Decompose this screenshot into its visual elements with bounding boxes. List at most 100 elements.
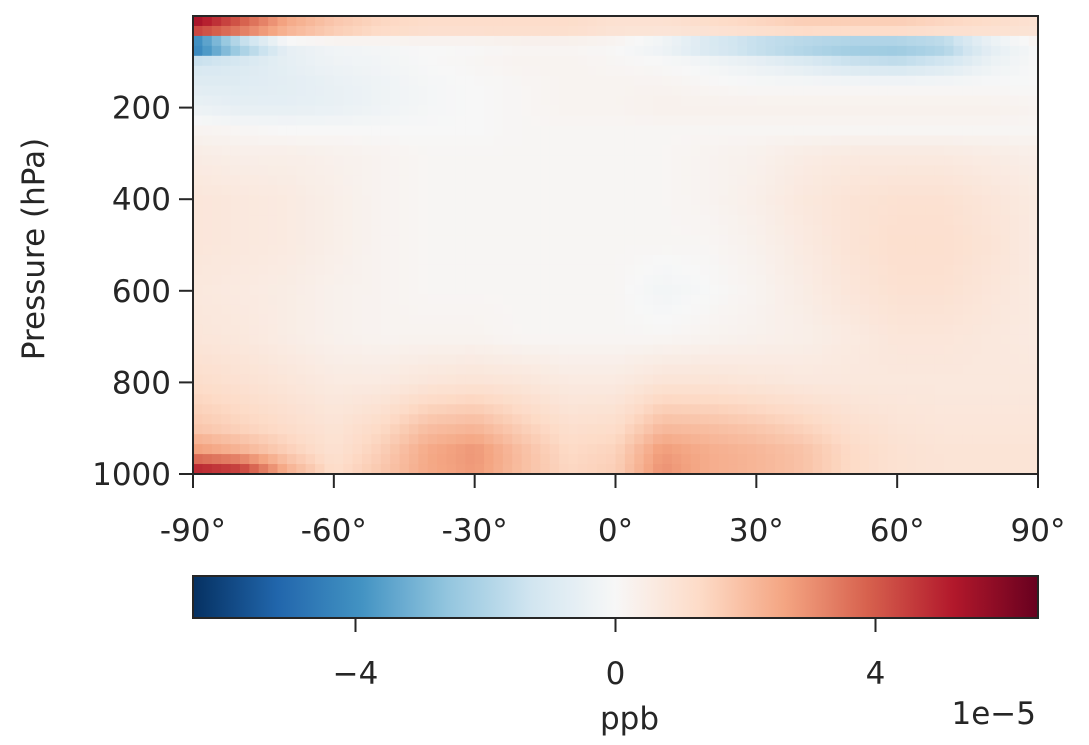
heatmap-cell bbox=[305, 35, 316, 47]
heatmap-cell bbox=[1028, 145, 1039, 156]
heatmap-cell bbox=[991, 195, 1002, 206]
heatmap-cell bbox=[465, 85, 476, 97]
heatmap-cell bbox=[869, 424, 879, 435]
heatmap-cell bbox=[887, 45, 898, 57]
y-tick-label: 600 bbox=[112, 274, 171, 310]
heatmap-cell bbox=[840, 205, 851, 216]
heatmap-cell bbox=[681, 105, 692, 117]
heatmap-cell bbox=[193, 105, 203, 117]
heatmap-cell bbox=[869, 254, 879, 266]
heatmap-cell bbox=[972, 414, 983, 425]
heatmap-cell bbox=[371, 75, 382, 87]
heatmap-cell bbox=[587, 35, 598, 47]
heatmap-cell bbox=[869, 55, 879, 67]
heatmap-cell bbox=[897, 394, 908, 405]
heatmap-cell bbox=[831, 45, 842, 57]
heatmap-cell bbox=[427, 75, 438, 87]
heatmap-cell bbox=[869, 444, 879, 455]
heatmap-cell bbox=[258, 125, 269, 137]
heatmap-cell bbox=[962, 35, 973, 47]
heatmap-cell bbox=[512, 294, 523, 306]
heatmap-cell bbox=[286, 165, 297, 176]
heatmap-cell bbox=[822, 444, 833, 455]
heatmap-cell bbox=[305, 434, 316, 445]
heatmap-cell bbox=[352, 464, 363, 475]
heatmap-cell bbox=[531, 344, 541, 356]
heatmap-cell bbox=[258, 135, 269, 147]
heatmap-cell bbox=[869, 235, 879, 246]
heatmap-cell bbox=[991, 274, 1002, 286]
heatmap-cell bbox=[718, 274, 729, 286]
heatmap-cell bbox=[897, 254, 908, 266]
heatmap-cell bbox=[840, 294, 851, 306]
heatmap-cell bbox=[662, 45, 673, 57]
heatmap-cell bbox=[531, 294, 541, 306]
heatmap-cell bbox=[268, 145, 279, 156]
heatmap-cell bbox=[587, 165, 598, 176]
heatmap-cell bbox=[681, 444, 692, 455]
heatmap-cell bbox=[577, 334, 588, 346]
heatmap-cell bbox=[437, 464, 448, 475]
heatmap-cell bbox=[887, 75, 898, 87]
heatmap-cell bbox=[915, 85, 926, 97]
heatmap-cell bbox=[756, 205, 767, 216]
heatmap-cell bbox=[850, 85, 861, 97]
heatmap-cell bbox=[258, 175, 269, 186]
heatmap-cell bbox=[437, 304, 448, 316]
heatmap-cell bbox=[859, 225, 870, 236]
heatmap-cell bbox=[258, 414, 269, 425]
heatmap-cell bbox=[718, 454, 729, 465]
heatmap-cell bbox=[568, 314, 579, 326]
heatmap-cell bbox=[728, 314, 739, 326]
heatmap-cell bbox=[230, 304, 241, 316]
heatmap-cell bbox=[559, 235, 570, 246]
heatmap-cell bbox=[333, 45, 344, 57]
heatmap-cell bbox=[1000, 115, 1011, 127]
heatmap-cell bbox=[418, 225, 429, 236]
heatmap-cell bbox=[239, 324, 250, 336]
heatmap-cell bbox=[887, 444, 898, 455]
heatmap-cell bbox=[577, 314, 588, 326]
heatmap-cell bbox=[277, 294, 288, 306]
heatmap-cell bbox=[850, 95, 861, 107]
heatmap-cell bbox=[352, 55, 363, 67]
heatmap-cell bbox=[915, 165, 926, 176]
heatmap-cell bbox=[662, 105, 673, 117]
heatmap-cell bbox=[1019, 344, 1030, 356]
heatmap-cell bbox=[408, 304, 419, 316]
heatmap-cell bbox=[512, 55, 523, 67]
heatmap-cell bbox=[840, 324, 851, 336]
heatmap-cell bbox=[268, 304, 279, 316]
heatmap-cell bbox=[211, 344, 222, 356]
heatmap-cell bbox=[1009, 55, 1020, 67]
heatmap-cell bbox=[249, 95, 260, 107]
heatmap-cell bbox=[962, 75, 973, 87]
heatmap-cell bbox=[653, 454, 664, 465]
heatmap-cell bbox=[559, 264, 570, 276]
heatmap-cell bbox=[474, 25, 485, 37]
heatmap-cell bbox=[418, 344, 429, 356]
heatmap-cell bbox=[484, 364, 495, 376]
heatmap-cell bbox=[746, 25, 757, 37]
heatmap-cell bbox=[934, 75, 945, 87]
heatmap-cell bbox=[371, 235, 382, 246]
heatmap-cell bbox=[878, 195, 889, 206]
heatmap-cell bbox=[324, 324, 335, 336]
heatmap-cell bbox=[418, 55, 429, 67]
heatmap-cell bbox=[315, 324, 326, 336]
heatmap-cell bbox=[859, 215, 870, 226]
heatmap-cell bbox=[371, 175, 382, 186]
heatmap-cell bbox=[859, 16, 870, 27]
heatmap-cell bbox=[962, 195, 973, 206]
heatmap-cell bbox=[249, 85, 260, 97]
heatmap-cell bbox=[737, 115, 748, 127]
heatmap-cell bbox=[315, 384, 326, 395]
heatmap-cell bbox=[249, 105, 260, 117]
heatmap-cell bbox=[512, 284, 523, 296]
heatmap-cell bbox=[615, 215, 626, 226]
heatmap-cell bbox=[202, 165, 213, 176]
heatmap-cell bbox=[268, 424, 279, 435]
heatmap-cell bbox=[718, 304, 729, 316]
heatmap-cell bbox=[718, 334, 729, 346]
heatmap-cell bbox=[906, 344, 917, 356]
